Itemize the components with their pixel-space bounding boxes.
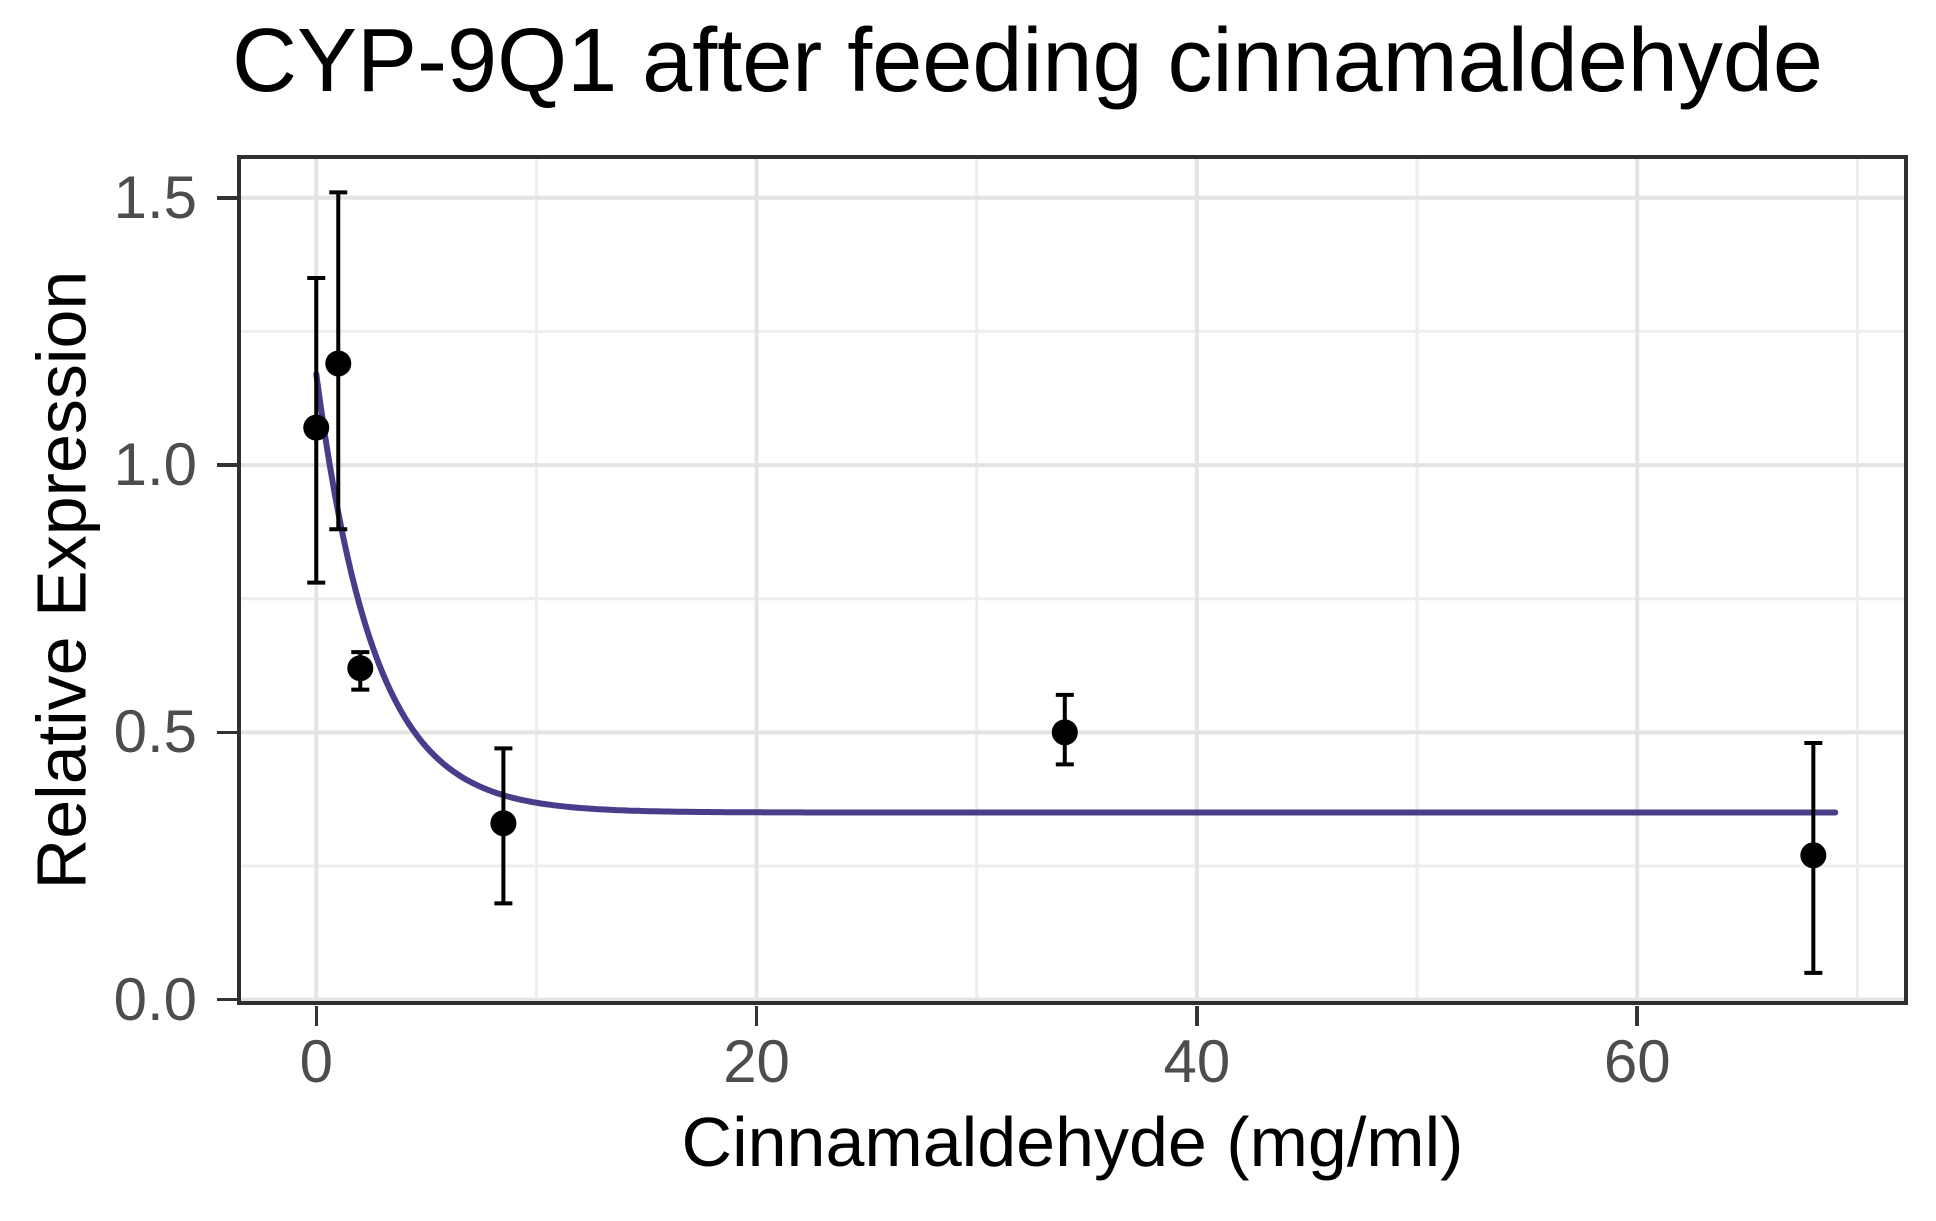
data-point xyxy=(325,350,352,377)
data-point xyxy=(1051,719,1078,746)
y-tick-label: 0.0 xyxy=(113,965,197,1033)
data-point xyxy=(303,414,330,441)
y-tick-label: 1.5 xyxy=(113,163,197,231)
x-tick-label: 40 xyxy=(1163,1028,1231,1095)
y-tick-label: 0.5 xyxy=(113,698,197,766)
fit-curve-line xyxy=(313,371,1839,816)
x-tick-label: 0 xyxy=(299,1028,333,1095)
y-axis-tick xyxy=(217,463,237,467)
y-axis-tick xyxy=(217,730,237,735)
chart-title: CYP-9Q1 after feeding cinnamaldehyde xyxy=(232,11,1823,111)
x-axis-tick xyxy=(314,1006,318,1026)
y-axis-tick xyxy=(217,997,237,1002)
data-point xyxy=(347,655,374,682)
data-point xyxy=(490,810,517,837)
x-axis-tick xyxy=(1195,1006,1199,1026)
x-axis-title: Cinnamaldehyde (mg/ml) xyxy=(681,1103,1464,1181)
x-axis-tick xyxy=(754,1006,759,1026)
panel-border xyxy=(237,155,1908,1005)
y-tick-label: 1.0 xyxy=(113,431,197,499)
x-tick-label: 60 xyxy=(1603,1028,1671,1095)
plot-canvas xyxy=(237,155,1908,1005)
x-axis-tick xyxy=(1635,1006,1639,1026)
x-tick-label: 20 xyxy=(723,1028,790,1095)
plot-panel xyxy=(237,155,1908,1005)
data-point xyxy=(1800,842,1827,869)
y-axis-title: Relative Expression xyxy=(22,270,101,890)
y-axis-tick xyxy=(217,196,237,200)
